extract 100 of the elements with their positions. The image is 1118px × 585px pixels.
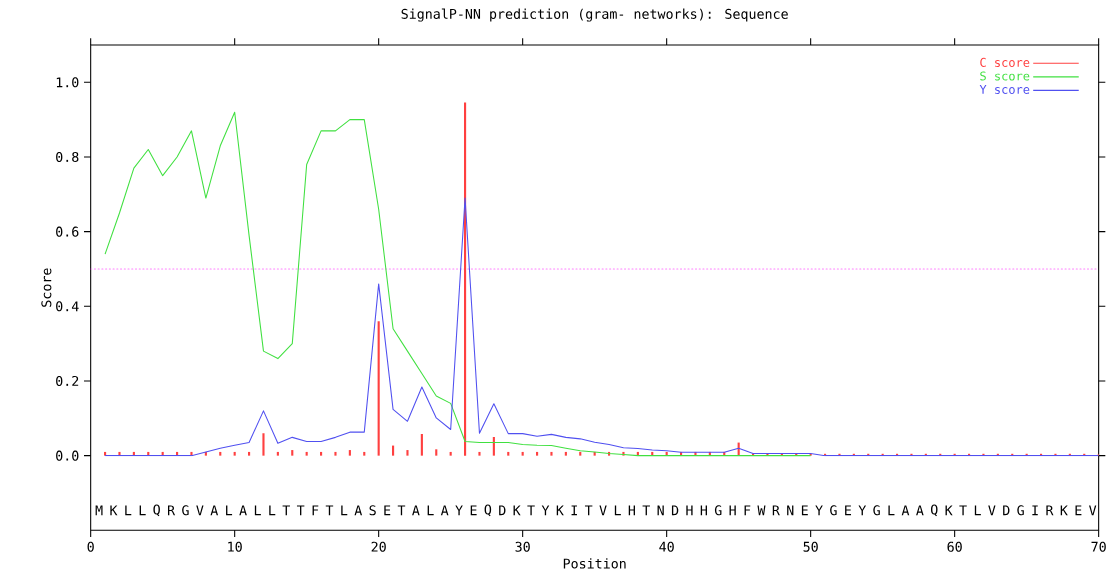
annotation: T — [296, 505, 305, 516]
bar — [276, 451, 279, 456]
x-tick-label: 50 — [803, 541, 818, 552]
x-tick-label: 20 — [371, 541, 386, 552]
x-tick-label: 60 — [947, 541, 962, 552]
annotation: S — [369, 505, 376, 516]
legend-label: C score — [980, 57, 1030, 67]
annotation: Y — [858, 505, 867, 516]
annotation: A — [916, 505, 924, 516]
annotation: V — [1089, 505, 1097, 516]
bar — [492, 436, 495, 456]
annotation: L — [614, 505, 621, 516]
annotation: G — [1017, 505, 1024, 516]
bar — [320, 451, 323, 456]
annotation: K — [1060, 505, 1068, 516]
annotation: D — [499, 505, 506, 516]
x-tick-label: 40 — [659, 541, 674, 552]
annotation: E — [470, 505, 477, 516]
annotation: K — [945, 505, 953, 516]
annotation: L — [427, 505, 434, 516]
annotation: I — [571, 505, 577, 516]
annotation: G — [830, 505, 837, 516]
annotation: A — [239, 505, 247, 516]
bar — [507, 451, 510, 456]
annotation: K — [556, 505, 564, 516]
annotation: H — [686, 505, 693, 516]
x-tick-label: 10 — [228, 541, 242, 552]
annotation: W — [757, 505, 766, 516]
bar — [478, 451, 481, 456]
annotation: H — [729, 505, 736, 516]
annotation: T — [959, 505, 967, 516]
annotation: F — [312, 505, 319, 516]
annotation: H — [700, 505, 707, 516]
bar — [435, 449, 438, 456]
annotation: N — [657, 505, 664, 516]
annotation: G — [714, 505, 722, 516]
x-tick-label: 70 — [1091, 541, 1106, 552]
annotation: E — [801, 505, 808, 516]
annotation: D — [671, 505, 679, 516]
annotation: A — [412, 505, 420, 516]
annotation: Y — [815, 505, 823, 516]
bar — [550, 451, 553, 456]
legend-label: S score — [980, 71, 1030, 81]
bar — [449, 451, 452, 456]
annotation: Y — [455, 505, 463, 516]
annotation: R — [168, 505, 176, 516]
y-tick-label: 0.4 — [56, 301, 79, 312]
annotation: L — [254, 505, 261, 516]
bar — [579, 451, 582, 456]
annotation: A — [210, 505, 219, 516]
annotation: F — [744, 505, 751, 516]
y-axis-title: Score — [41, 268, 52, 307]
annotation: H — [628, 505, 635, 516]
annotation: L — [341, 505, 348, 516]
bar — [262, 433, 265, 456]
bar — [334, 451, 337, 456]
bar — [406, 450, 409, 456]
annotation: T — [584, 505, 593, 516]
annotation: G — [182, 505, 189, 516]
annotation: Q — [153, 504, 160, 517]
bar — [564, 451, 567, 456]
annotation: E — [845, 505, 852, 516]
annotation: T — [397, 505, 406, 516]
y-tick-label: 0.2 — [56, 375, 79, 387]
annotation: V — [196, 505, 204, 516]
annotation: L — [888, 505, 895, 516]
annotation: T — [325, 505, 334, 516]
bar — [536, 451, 539, 456]
annotation: E — [1075, 505, 1082, 516]
annotation: D — [1003, 505, 1010, 516]
bar — [392, 445, 395, 456]
bar — [420, 434, 423, 456]
annotation: R — [1046, 505, 1054, 516]
annotation: K — [513, 505, 521, 516]
annotation: L — [125, 505, 132, 516]
annotation: A — [354, 505, 363, 516]
y-tick-label: 1.0 — [56, 77, 79, 88]
annotation: Q — [930, 504, 938, 517]
annotation: V — [599, 505, 607, 516]
bar — [233, 451, 236, 456]
annotation: L — [226, 505, 233, 516]
annotation: A — [901, 505, 910, 516]
x-axis-title: Position — [563, 558, 626, 569]
bar — [291, 450, 294, 456]
bar — [248, 451, 251, 456]
annotation: G — [873, 505, 880, 516]
x-tick-label: 30 — [515, 541, 530, 552]
bar — [348, 450, 351, 456]
y-tick-label: 0.8 — [56, 151, 79, 163]
annotation: T — [527, 505, 535, 516]
bar — [521, 451, 524, 456]
x-tick-label: 0 — [87, 541, 94, 552]
chart-title: SignalP-NN prediction (gram- networks): Sequence — [401, 8, 788, 22]
annotation: R — [772, 505, 780, 516]
annotation: Y — [541, 505, 550, 516]
annotation: E — [384, 505, 391, 516]
annotation: K — [110, 505, 118, 516]
annotation: L — [974, 505, 981, 516]
annotation: A — [440, 505, 449, 516]
annotation: I — [1032, 505, 1038, 516]
